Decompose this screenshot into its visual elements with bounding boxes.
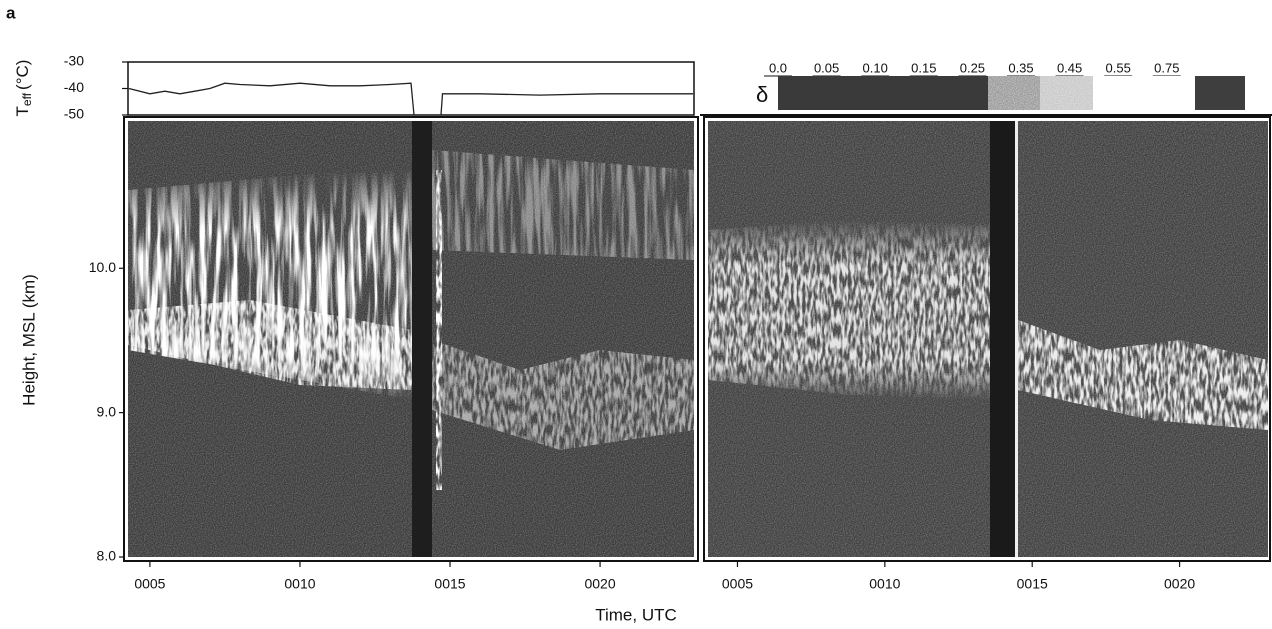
right-image (703, 116, 1271, 562)
t-unit: (°C) (13, 60, 32, 90)
time-tick-label: 0010 (869, 576, 900, 592)
time-tick-label: 0005 (134, 576, 165, 592)
height-tick-label: 10.0 (89, 259, 116, 275)
colorbar-texture (1040, 76, 1093, 110)
colorbar-symbol: δ (756, 82, 768, 107)
colorbar-tick-label: 0.45 (1057, 60, 1082, 75)
height-axis-label: Height, MSL (km) (19, 274, 38, 406)
time-tick-label: 0020 (1164, 576, 1195, 592)
temperature-tick-label: -40 (64, 79, 84, 95)
time-tick-label: 0010 (284, 576, 315, 592)
colorbar-tick-label: 0.05 (814, 60, 839, 75)
colorbar-segment (778, 76, 988, 110)
colorbar-tick-label: 0.0 (769, 60, 787, 75)
colorbar-tick-label: 0.75 (1154, 60, 1179, 75)
temperature-tick-label: -30 (64, 53, 84, 69)
colorbar-tick-label: 0.35 (1008, 60, 1033, 75)
colorbar-segment (1195, 76, 1245, 110)
colorbar-tick-label: 0.15 (911, 60, 936, 75)
colorbar-texture (988, 76, 1040, 110)
t-subscript: eff (20, 92, 34, 106)
time-axis-label: Time, UTC (595, 605, 677, 624)
time-tick-label: 0005 (722, 576, 753, 592)
temperature-trace (128, 82, 694, 116)
colorbar-tick-label: 0.10 (863, 60, 888, 75)
temperature-axis-label: Teff (°C) (13, 60, 34, 117)
temperature-tick-label: -50 (64, 106, 84, 122)
panel-label: a (6, 3, 16, 22)
colorbar-segment (1093, 76, 1195, 110)
height-tick-label: 8.0 (97, 548, 117, 564)
time-tick-label: 0015 (434, 576, 465, 592)
colorbar-tick-label: 0.25 (960, 60, 985, 75)
colorbar-tick-label: 0.55 (1106, 60, 1131, 75)
time-tick-label: 0020 (584, 576, 615, 592)
left-image (123, 116, 699, 562)
t-symbol: T (13, 106, 32, 116)
height-tick-label: 9.0 (97, 403, 117, 419)
time-tick-label: 0015 (1017, 576, 1048, 592)
